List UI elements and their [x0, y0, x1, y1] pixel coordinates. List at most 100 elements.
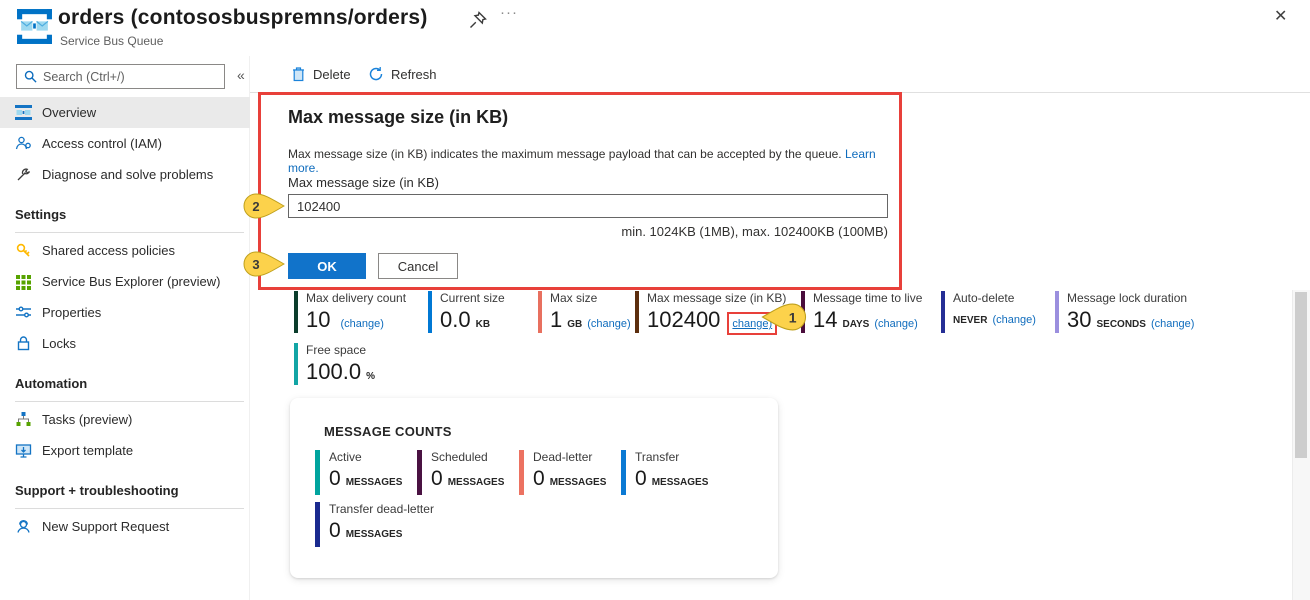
count-transfer: Transfer 0 MESSAGES	[621, 450, 708, 495]
metric-bar	[941, 291, 945, 333]
field-label: Max message size (in KB)	[288, 175, 439, 190]
count-bar	[621, 450, 626, 495]
sidebar-item-overview[interactable]: Overview	[0, 97, 250, 128]
sidebar-item-export-template[interactable]: Export template	[0, 435, 250, 466]
message-counts-card: MESSAGE COUNTS Active 0 MESSAGES Schedule…	[290, 398, 778, 578]
sidebar-item-label: Diagnose and solve problems	[42, 167, 214, 182]
refresh-label: Refresh	[391, 66, 437, 82]
sidebar-item-label: New Support Request	[42, 519, 170, 534]
search-input[interactable]	[43, 69, 203, 84]
metric-bar	[294, 291, 298, 333]
learn-more-link[interactable]: Learn more.	[288, 147, 876, 175]
collapse-sidebar-icon[interactable]: «	[237, 67, 245, 83]
count-bar	[417, 450, 422, 495]
sidebar-item-label: Locks	[42, 336, 76, 351]
sidebar-item-tasks[interactable]: Tasks (preview)	[0, 404, 250, 435]
wrench-icon	[15, 166, 32, 183]
divider	[15, 508, 244, 509]
search-box[interactable]	[16, 64, 225, 89]
lock-icon	[15, 335, 32, 352]
resource-type-subtitle: Service Bus Queue	[60, 34, 164, 48]
metric-auto-delete: Auto-delete NEVER (change)	[941, 291, 1036, 333]
metric-max-size: Max size 1 GB (change)	[538, 291, 631, 333]
count-dead-letter: Dead-letter 0 MESSAGES	[519, 450, 606, 495]
metric-bar	[1055, 291, 1059, 333]
sidebar-item-service-bus-explorer[interactable]: Service Bus Explorer (preview)	[0, 266, 250, 297]
change-link[interactable]: (change)	[587, 318, 631, 330]
callout-step-2: 2	[243, 193, 285, 219]
sidebar-item-access-control[interactable]: Access control (IAM)	[0, 128, 250, 159]
sidebar-item-label: Properties	[42, 305, 102, 320]
sidebar-item-new-support-request[interactable]: New Support Request	[0, 511, 250, 542]
metric-free-space: Free space 100.0%	[294, 343, 375, 385]
divider	[15, 401, 244, 402]
sidebar-item-label: Export template	[42, 443, 134, 458]
access-control-icon	[15, 135, 32, 152]
change-link[interactable]: change)	[732, 318, 773, 330]
metric-lock-duration: Message lock duration 30 SECONDS (change)	[1055, 291, 1194, 333]
search-icon	[24, 70, 37, 83]
message-counts-title: MESSAGE COUNTS	[324, 424, 452, 439]
sidebar-section-settings: Settings	[15, 207, 67, 222]
metric-max-message-size: Max message size (in KB) 102400 change)	[635, 291, 786, 335]
sidebar-item-properties[interactable]: Properties	[0, 297, 250, 328]
service-bus-queue-icon	[16, 8, 53, 45]
sidebar-item-label: Service Bus Explorer (preview)	[42, 274, 221, 289]
count-bar	[315, 502, 320, 547]
scrollbar-thumb[interactable]	[1295, 292, 1307, 458]
cancel-button[interactable]: Cancel	[378, 253, 458, 279]
metric-bar	[635, 291, 639, 333]
metric-current-size: Current size 0.0 KB	[428, 291, 505, 333]
metric-bar	[294, 343, 298, 385]
dialog-description: Max message size (in KB) indicates the m…	[288, 147, 876, 175]
change-link[interactable]: (change)	[340, 318, 384, 330]
field-hint: min. 1024KB (1MB), max. 102400KB (100MB)	[621, 224, 888, 239]
close-icon[interactable]: ✕	[1274, 8, 1288, 25]
grid-icon	[15, 273, 32, 290]
sidebar-section-support: Support + troubleshooting	[15, 483, 179, 498]
sliders-icon	[15, 304, 32, 321]
max-message-size-input[interactable]	[288, 194, 888, 218]
pin-icon[interactable]	[468, 10, 488, 30]
key-icon	[15, 242, 32, 259]
svg-text:3: 3	[252, 257, 259, 272]
sidebar-section-automation: Automation	[15, 376, 88, 391]
ok-button[interactable]: OK	[288, 253, 366, 279]
more-options-icon[interactable]: ···	[500, 4, 518, 21]
change-link[interactable]: (change)	[1150, 318, 1195, 330]
divider	[15, 232, 244, 233]
refresh-icon	[368, 66, 384, 82]
sidebar: « Overview Access control (I	[0, 56, 250, 600]
count-active: Active 0 MESSAGES	[315, 450, 402, 495]
sidebar-item-label: Tasks (preview)	[42, 412, 133, 427]
delete-label: Delete	[313, 66, 351, 82]
refresh-button[interactable]: Refresh	[368, 66, 437, 82]
sidebar-item-locks[interactable]: Locks	[0, 328, 250, 359]
support-icon	[15, 518, 32, 535]
sidebar-item-label: Overview	[42, 105, 97, 120]
count-bar	[519, 450, 524, 495]
delete-button[interactable]: Delete	[291, 66, 351, 82]
svg-text:1: 1	[789, 309, 797, 325]
tasks-icon	[15, 411, 32, 428]
sidebar-item-diagnose[interactable]: Diagnose and solve problems	[0, 159, 250, 190]
metric-max-delivery-count: Max delivery count 10 (change)	[294, 291, 406, 333]
svg-text:2: 2	[252, 199, 259, 214]
page-title: orders (contososbuspremns/orders)	[58, 6, 428, 29]
export-template-icon	[15, 442, 32, 459]
metric-message-ttl: Message time to live 14 DAYS (change)	[801, 291, 922, 333]
count-bar	[315, 450, 320, 495]
metric-bar	[428, 291, 432, 333]
sidebar-item-label: Access control (IAM)	[42, 136, 162, 151]
count-scheduled: Scheduled 0 MESSAGES	[417, 450, 504, 495]
callout-step-3: 3	[243, 251, 285, 277]
callout-step-1: 1	[757, 303, 811, 331]
delete-icon	[291, 66, 306, 82]
metric-bar	[538, 291, 542, 333]
change-link[interactable]: (change)	[992, 314, 1036, 326]
dialog-title: Max message size (in KB)	[288, 107, 509, 127]
sidebar-item-label: Shared access policies	[42, 243, 175, 258]
change-link[interactable]: (change)	[874, 318, 918, 330]
max-message-size-dialog: Max message size (in KB) Max message siz…	[258, 92, 902, 290]
sidebar-item-shared-access-policies[interactable]: Shared access policies	[0, 235, 250, 266]
